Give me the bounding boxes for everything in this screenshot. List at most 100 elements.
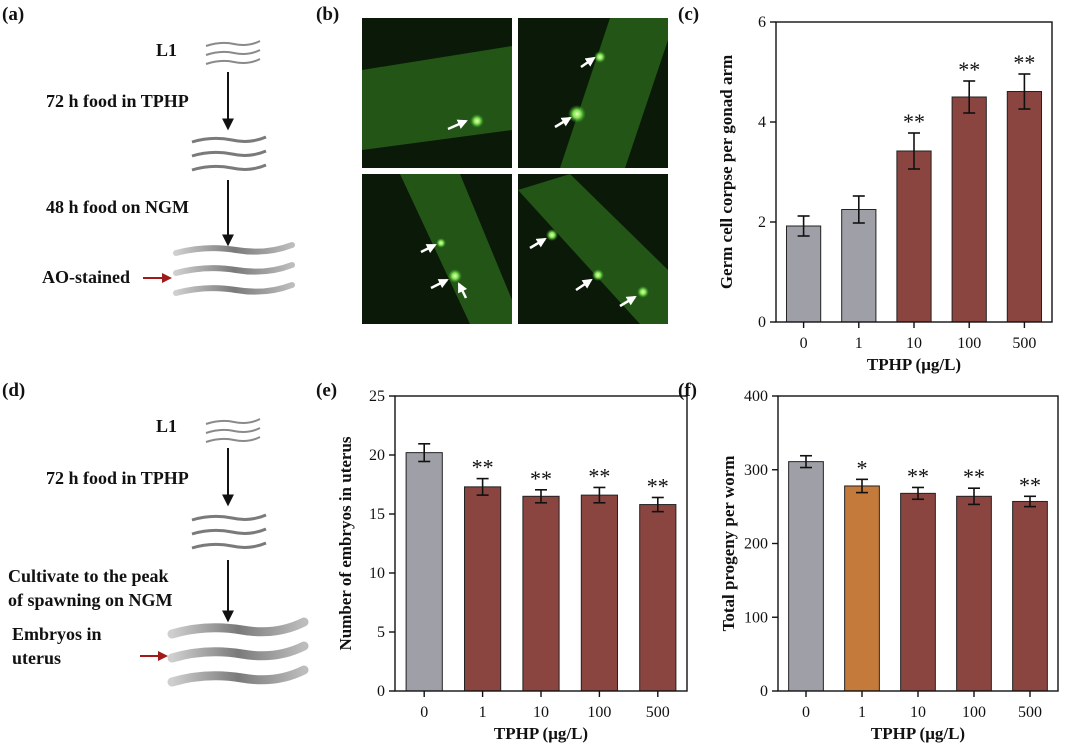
worm-group-large-icon	[167, 617, 309, 687]
significance-mark: **	[1013, 50, 1035, 75]
flow-a-step2: 48 h food on NGM	[46, 197, 189, 217]
x-tick-label: 0	[800, 335, 808, 352]
flow-d-step1: 72 h food in TPHP	[46, 468, 189, 488]
y-tick-label: 400	[744, 388, 768, 405]
x-tick-label: 500	[1012, 335, 1036, 352]
significance-mark: **	[472, 455, 494, 480]
bar	[1006, 91, 1043, 323]
panel-label-e: (e)	[316, 380, 337, 401]
y-tick-label: 4	[758, 114, 766, 131]
significance-mark: **	[907, 463, 929, 488]
micrograph-1	[362, 18, 512, 168]
arrow-icon	[619, 295, 637, 308]
error-bar	[852, 195, 865, 224]
y-tick-label: 15	[369, 506, 385, 523]
error-bar	[968, 487, 980, 506]
arrow-icon	[420, 243, 437, 254]
micrograph-3	[362, 174, 512, 324]
arrow-icon	[554, 116, 572, 129]
error-bar	[418, 442, 431, 463]
bar	[896, 150, 932, 323]
bar-chart-e: 0 ** 1 ** 10 ** 100 ** 500 0 5 10 15 20 25 TPHP (μg/L) N…	[336, 388, 688, 743]
error-bar	[1024, 495, 1036, 508]
x-tick-label: 10	[533, 704, 549, 721]
y-tick-label: 20	[369, 447, 385, 464]
plot-frame	[394, 395, 688, 692]
panel-label-d: (d)	[2, 380, 25, 401]
flow-d-step2-line1: Cultivate to the peak	[8, 566, 169, 586]
y-tick-label: 0	[760, 683, 768, 700]
x-tick-label: 100	[962, 704, 986, 721]
y-tick-label: 6	[758, 14, 766, 31]
x-tick-label: 1	[855, 335, 863, 352]
bar	[841, 209, 877, 323]
y-tick-label: 0	[377, 683, 385, 700]
x-tick-label: 0	[802, 704, 810, 721]
x-tick-label: 10	[906, 335, 922, 352]
flow-d-start: L1	[156, 416, 177, 436]
arrow-icon	[575, 278, 593, 292]
significance-mark: **	[903, 109, 925, 134]
arrow-icon	[447, 119, 468, 131]
bar	[951, 96, 987, 323]
plot-frame	[775, 21, 1053, 323]
y-tick-label: 25	[369, 388, 385, 405]
x-tick-label: 500	[646, 704, 670, 721]
bar	[844, 485, 880, 692]
bar	[956, 495, 992, 692]
bar	[785, 225, 822, 323]
y-tick-label: 0	[758, 314, 766, 331]
y-tick-label: 100	[744, 609, 768, 626]
x-tick-label: 0	[420, 704, 428, 721]
bar	[1012, 500, 1048, 692]
y-tick-label: 10	[369, 565, 385, 582]
micrograph-2	[518, 18, 668, 168]
flow-a-end: AO-stained	[42, 267, 130, 287]
error-bar	[912, 486, 924, 501]
x-tick-label: 100	[957, 335, 981, 352]
flow-a-start: L1	[156, 40, 177, 60]
error-bar	[476, 477, 489, 496]
x-axis-label: TPHP (μg/L)	[871, 724, 965, 743]
x-tick-label: 1	[479, 704, 487, 721]
bar-chart-f: 0 * 1 ** 10 ** 100 ** 500 0 100 200 300 400 TPHP (μg/L…	[719, 388, 1059, 743]
y-axis-label: Total progeny per worm	[719, 456, 738, 632]
flow-a-step1: 72 h food in TPHP	[46, 91, 189, 111]
arrow-icon	[529, 237, 547, 250]
arrow-icon	[580, 56, 596, 69]
worm-group-small-icon	[205, 418, 261, 443]
y-axis-label: Number of embryos in uterus	[336, 436, 355, 650]
significance-mark: **	[530, 466, 552, 491]
x-tick-label: 1	[858, 704, 866, 721]
x-axis-label: TPHP (μg/L)	[494, 724, 588, 743]
x-tick-label: 100	[587, 704, 611, 721]
flow-d-end-line2: uterus	[12, 648, 61, 668]
bar	[405, 452, 443, 692]
x-tick-label: 500	[1018, 704, 1042, 721]
error-bar	[651, 496, 664, 513]
worm-group-medium-icon	[191, 513, 267, 550]
y-tick-label: 2	[758, 214, 766, 231]
y-tick-label: 5	[377, 624, 385, 641]
flow-diagram-d: L1 72 h food in TPHP Cultivate to the pe…	[8, 416, 309, 687]
error-bar	[593, 486, 606, 504]
error-bar	[800, 454, 812, 469]
error-bar	[963, 80, 976, 114]
error-bar	[535, 489, 547, 504]
flow-diagram-a: L1 72 h food in TPHP 48 h food on NGM AO…	[42, 40, 295, 296]
bar-chart-c: 0 1 ** 10 ** 100 ** 500 0 2 4 6 TPHP (μg/L) Germ cell…	[717, 14, 1053, 374]
bar	[463, 486, 502, 692]
error-bar	[856, 478, 868, 494]
worm-group-medium-icon	[191, 135, 267, 172]
significance-mark: **	[1019, 472, 1041, 497]
significance-mark: *	[857, 455, 868, 480]
error-bar	[908, 132, 920, 170]
bar	[900, 492, 936, 692]
error-bar	[797, 215, 810, 237]
arrow-icon	[457, 282, 468, 299]
x-tick-label: 10	[910, 704, 926, 721]
significance-mark: **	[647, 473, 669, 498]
bar	[522, 495, 560, 692]
worm-group-large-icon	[173, 242, 295, 296]
